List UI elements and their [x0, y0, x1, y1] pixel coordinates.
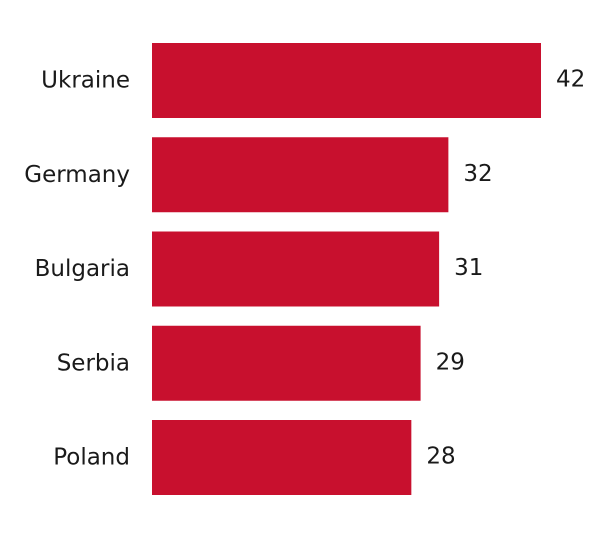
bar-poland [152, 420, 412, 495]
bar-bulgaria [152, 231, 440, 307]
bars-group [152, 43, 541, 495]
value-label-bulgaria: 31 [454, 255, 483, 281]
bar-germany [152, 137, 449, 213]
value-label-germany: 32 [463, 161, 492, 187]
value-labels-group: 42 32 31 29 28 [426, 67, 585, 470]
category-labels-group: Ukraine Germany Bulgaria Serbia Poland [24, 68, 130, 471]
value-label-ukraine: 42 [556, 67, 585, 93]
value-label-poland: 28 [426, 444, 455, 470]
category-label-ukraine: Ukraine [41, 68, 130, 94]
category-label-poland: Poland [53, 445, 130, 471]
category-label-bulgaria: Bulgaria [35, 256, 130, 282]
bar-serbia [152, 325, 421, 401]
category-label-serbia: Serbia [57, 350, 130, 376]
value-label-serbia: 29 [436, 349, 465, 375]
category-label-germany: Germany [24, 162, 130, 188]
bar-ukraine [152, 43, 541, 118]
